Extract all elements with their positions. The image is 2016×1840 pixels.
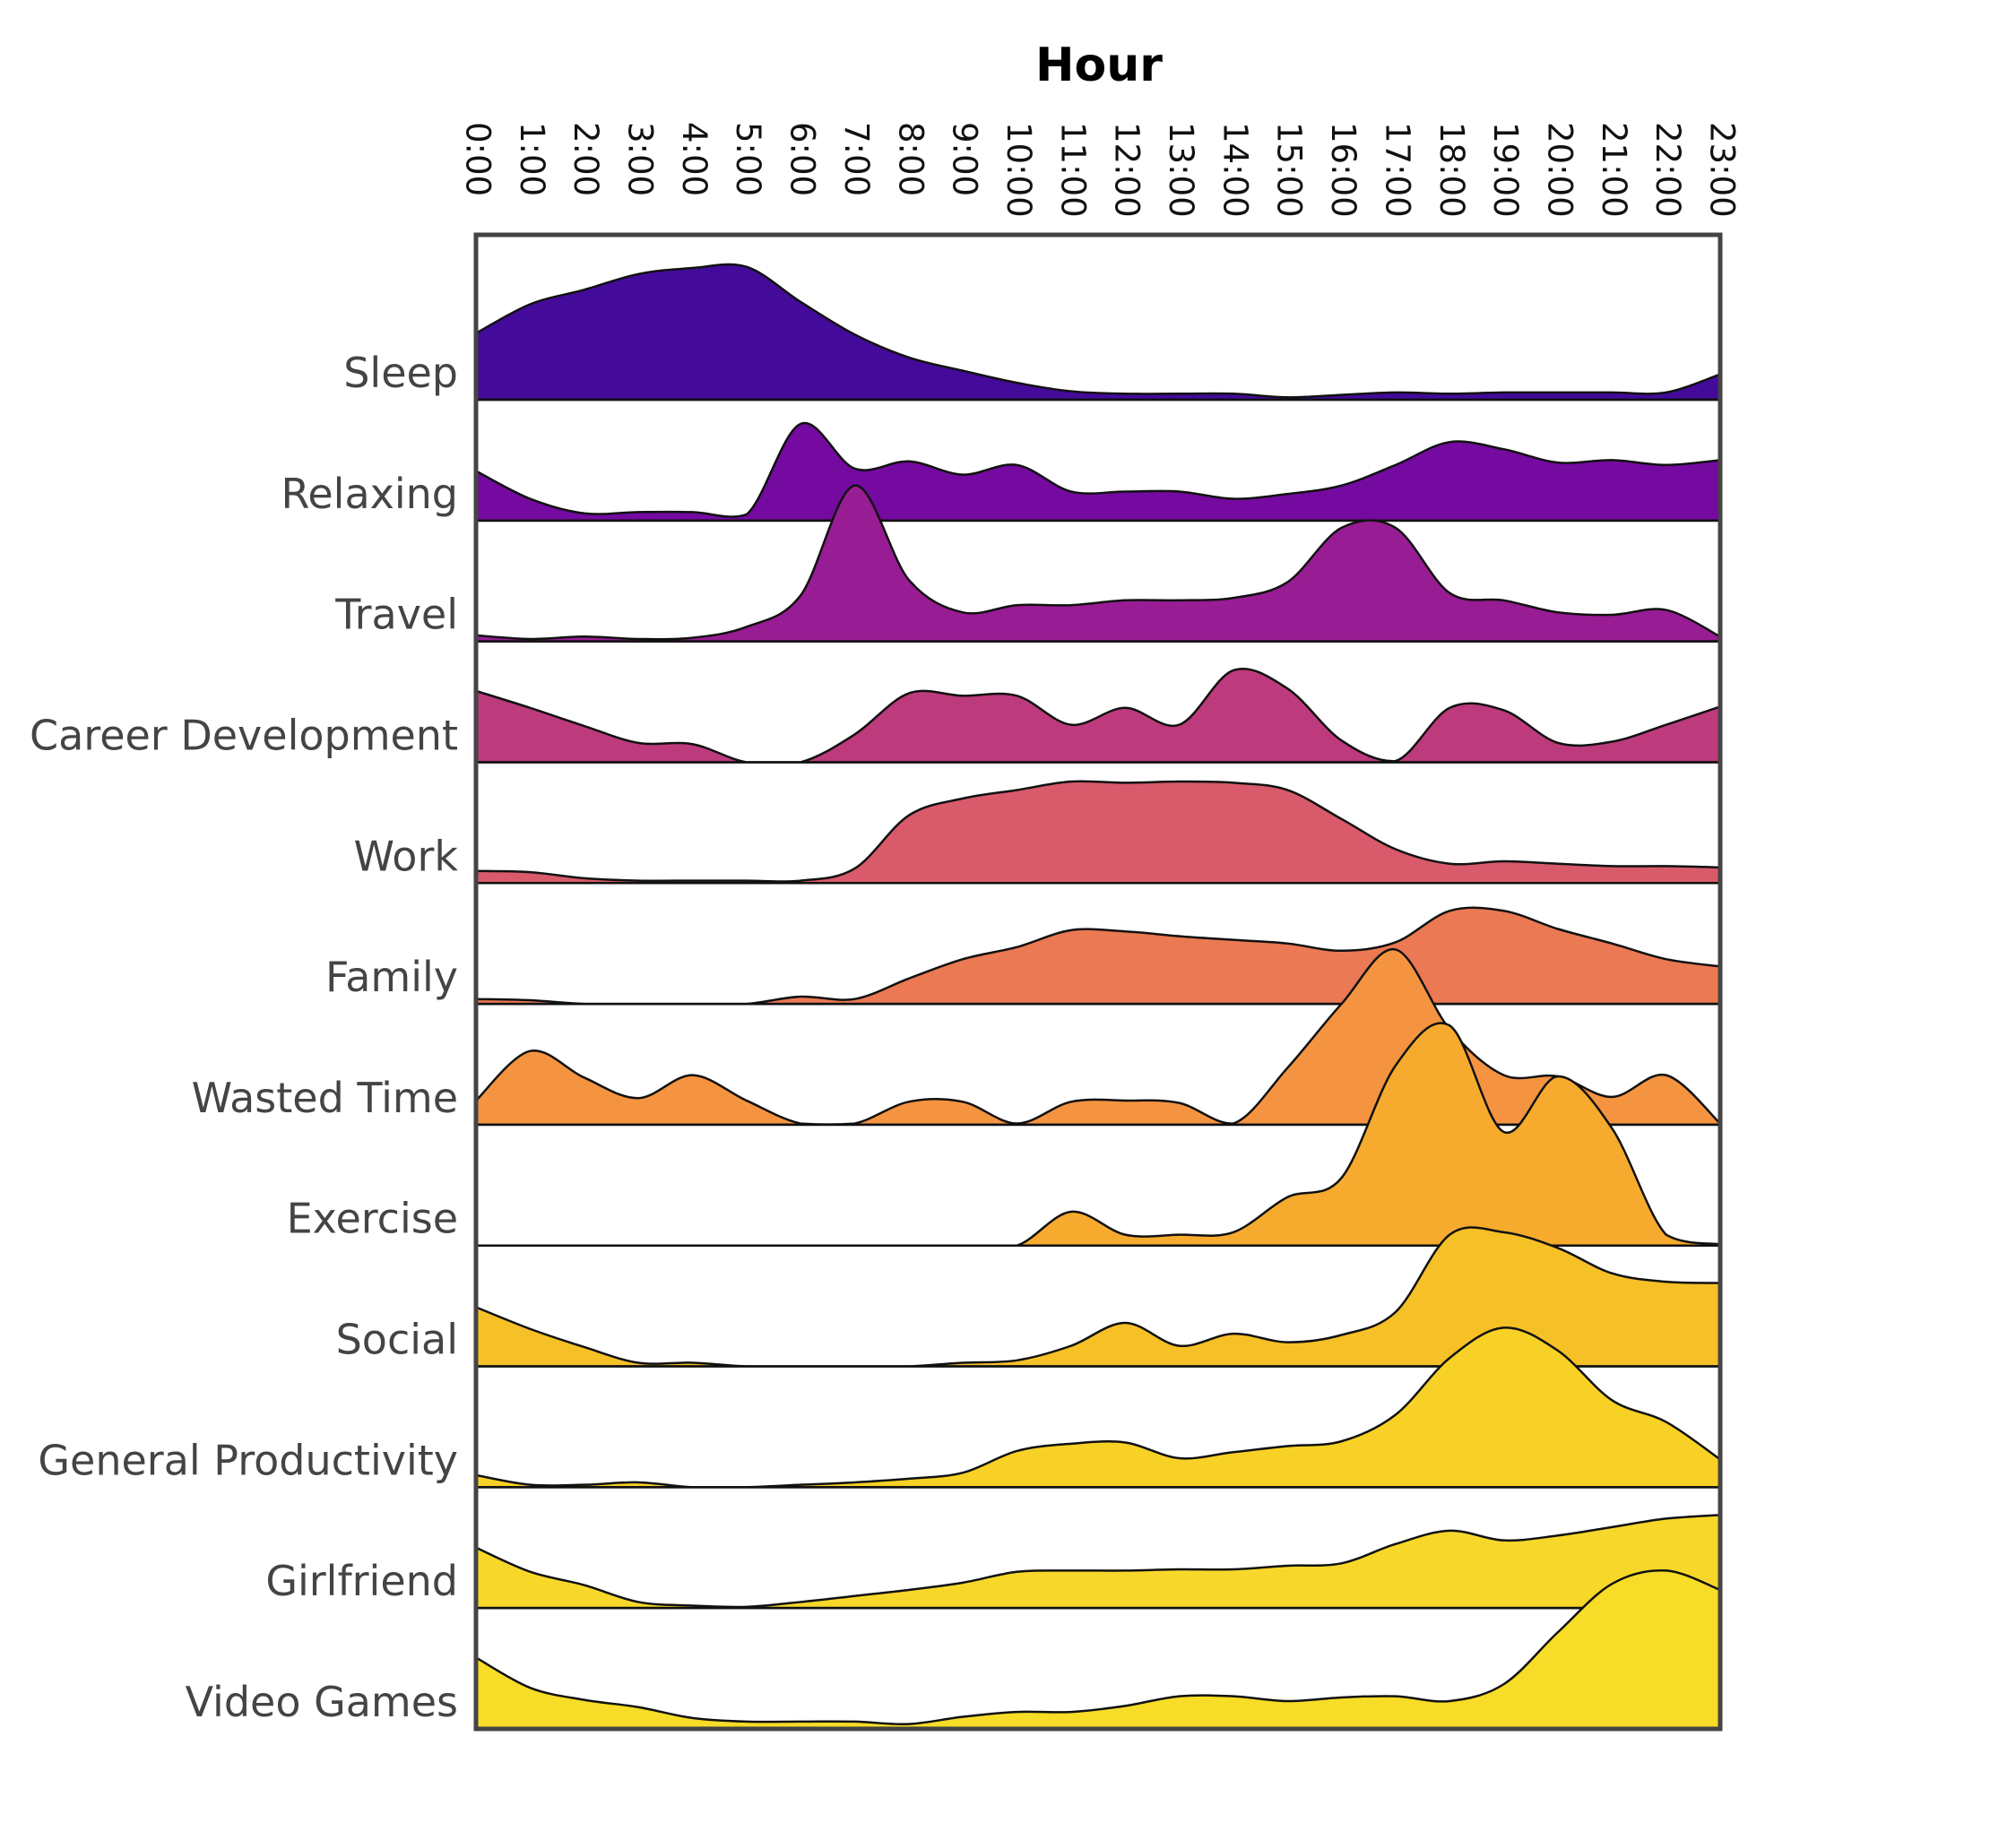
x-tick-label: 14:00	[1216, 122, 1254, 218]
legend-label: Work	[354, 832, 459, 880]
x-tick-label: 2:00	[567, 122, 605, 196]
ridges	[474, 263, 1722, 1731]
x-tick-label: 0:00	[459, 122, 498, 196]
legend-label: Relaxing	[281, 470, 458, 518]
ridge-area	[474, 263, 1722, 402]
x-tick-label: 23:00	[1703, 122, 1742, 218]
legend-label: Girlfriend	[265, 1557, 458, 1605]
legend-label: General Productivity	[38, 1436, 458, 1484]
legend-label: Video Games	[186, 1678, 458, 1726]
plot-frame	[473, 232, 1723, 1732]
x-tick-label: 19:00	[1486, 122, 1525, 218]
ridge-area	[474, 1568, 1722, 1731]
x-tick-label: 1:00	[513, 122, 551, 196]
ridge-area	[476, 1022, 1722, 1247]
x-tick-label: 10:00	[999, 122, 1038, 218]
chart-title: Hour	[1035, 39, 1163, 92]
ridge-area	[474, 668, 1722, 764]
x-tick-label: 22:00	[1648, 122, 1687, 218]
x-tick-label: 4:00	[675, 122, 714, 196]
x-tick-label: 15:00	[1270, 122, 1309, 218]
ridge-area	[474, 421, 1722, 523]
x-tick-label: 7:00	[837, 122, 876, 196]
x-tick-label: 18:00	[1432, 122, 1471, 218]
legend-label: Family	[325, 953, 458, 1001]
x-tick-label: 16:00	[1324, 122, 1363, 218]
ridge-area	[474, 906, 1722, 1006]
x-tick-label: 11:00	[1053, 122, 1092, 218]
legend-label: Social	[336, 1316, 458, 1364]
legend-label: Wasted Time	[192, 1074, 458, 1122]
ridge-area	[474, 484, 1722, 643]
ridge-area	[474, 1514, 1722, 1610]
legend-label: Career Development	[30, 711, 458, 759]
x-tick-label: 8:00	[891, 122, 930, 196]
legend-label: Sleep	[343, 349, 458, 397]
x-tick-label: 21:00	[1595, 122, 1633, 218]
x-tick-label: 9:00	[946, 122, 984, 196]
x-tick-label: 20:00	[1540, 122, 1579, 218]
x-tick-label: 3:00	[621, 122, 660, 196]
ridge-area	[474, 780, 1722, 885]
legend-label: Travel	[334, 591, 458, 639]
x-tick-label: 17:00	[1378, 122, 1416, 218]
ridge-area	[474, 1226, 1722, 1368]
x-tick-label: 13:00	[1162, 122, 1200, 218]
x-tick-label: 12:00	[1108, 122, 1146, 218]
x-tick-label: 5:00	[729, 122, 767, 196]
x-tick-label: 6:00	[783, 122, 822, 196]
legend-label: Exercise	[287, 1195, 458, 1243]
